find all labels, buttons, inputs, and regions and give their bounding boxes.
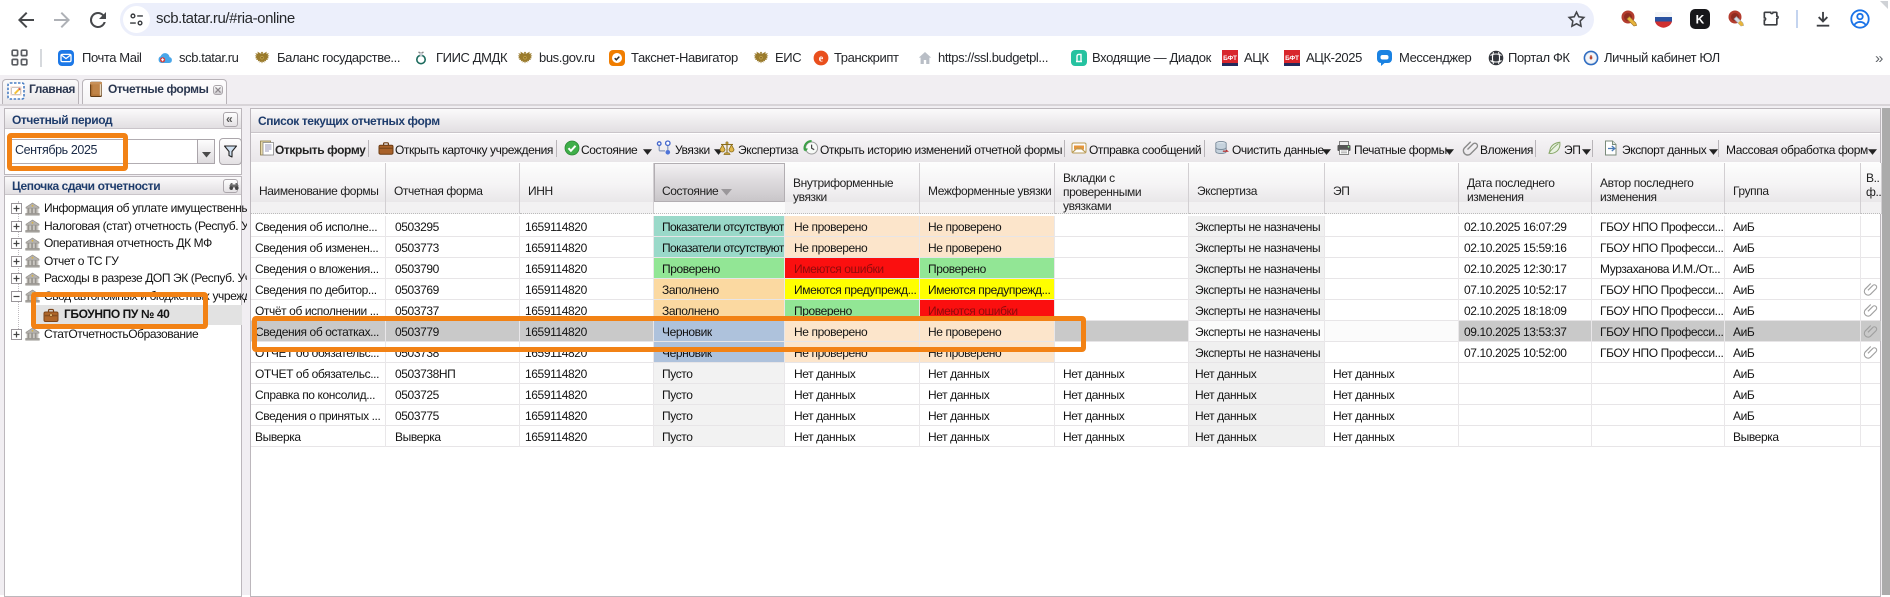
svg-text:e: e bbox=[819, 54, 824, 65]
svg-text:БФТ: БФТ bbox=[1223, 55, 1237, 62]
svg-text:БФТ: БФТ bbox=[1285, 55, 1299, 62]
svg-text:K: K bbox=[1696, 13, 1705, 27]
